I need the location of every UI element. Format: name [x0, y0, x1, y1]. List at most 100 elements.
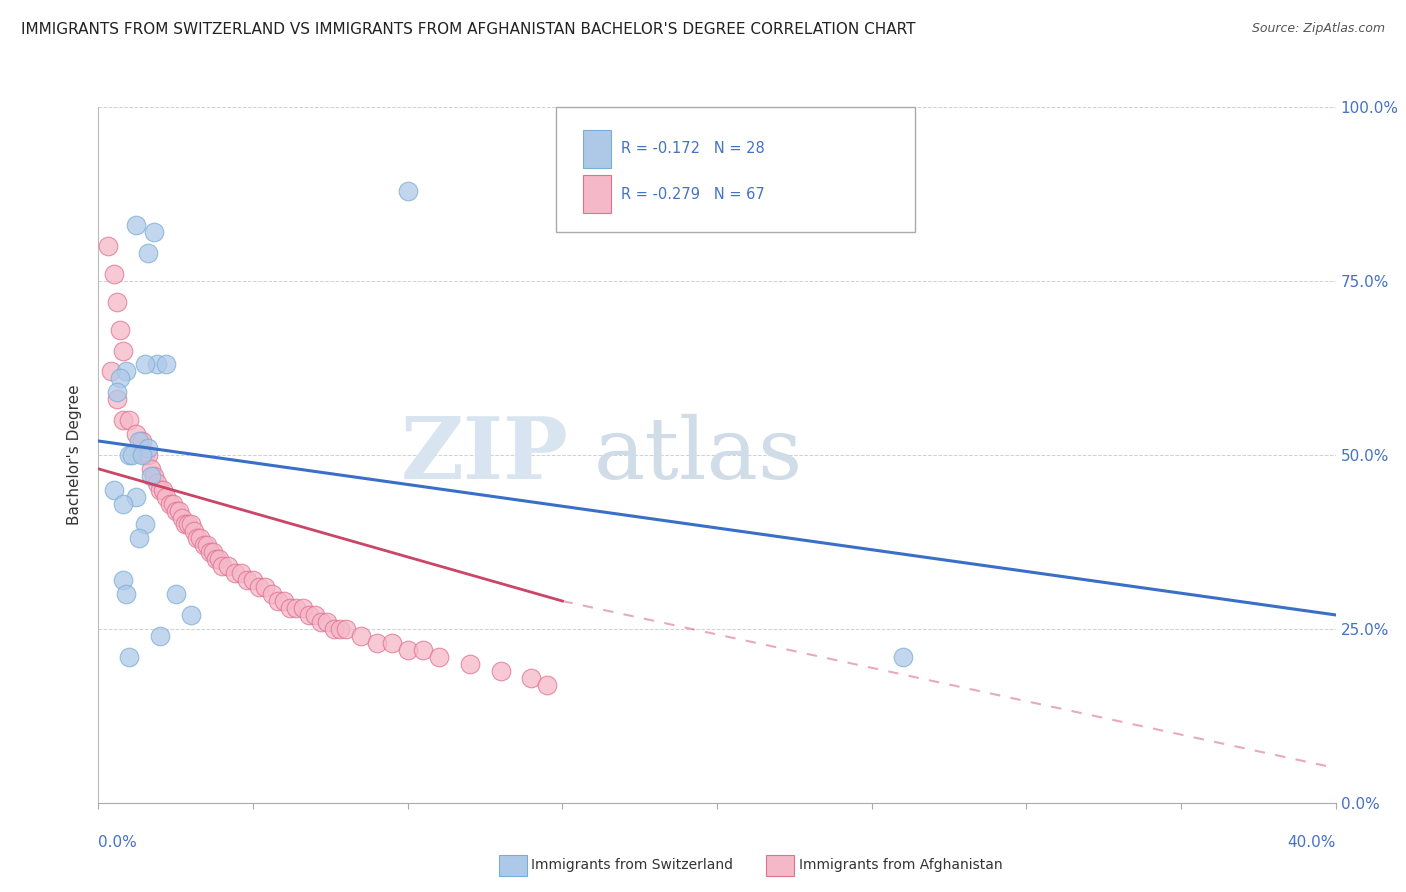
- Text: IMMIGRANTS FROM SWITZERLAND VS IMMIGRANTS FROM AFGHANISTAN BACHELOR'S DEGREE COR: IMMIGRANTS FROM SWITZERLAND VS IMMIGRANT…: [21, 22, 915, 37]
- Point: [128, 532, 150, 546]
- Point: [536, 677, 558, 691]
- Point: [134, 448, 156, 462]
- Point: [247, 580, 270, 594]
- Point: [115, 587, 138, 601]
- Point: [309, 615, 332, 629]
- Point: [103, 267, 125, 281]
- Point: [350, 629, 373, 643]
- Point: [396, 184, 419, 198]
- Text: R = -0.279   N = 67: R = -0.279 N = 67: [620, 186, 765, 202]
- Point: [159, 497, 181, 511]
- Point: [112, 343, 135, 358]
- Point: [458, 657, 481, 671]
- Point: [322, 622, 344, 636]
- Point: [165, 587, 187, 601]
- Text: ZIP: ZIP: [401, 413, 568, 497]
- Point: [105, 392, 128, 407]
- Point: [134, 517, 156, 532]
- Point: [278, 601, 301, 615]
- Point: [139, 468, 162, 483]
- Point: [155, 490, 177, 504]
- FancyBboxPatch shape: [583, 175, 610, 213]
- Text: R = -0.172   N = 28: R = -0.172 N = 28: [620, 141, 765, 156]
- Point: [124, 219, 146, 233]
- Point: [149, 629, 172, 643]
- Point: [115, 364, 138, 378]
- Point: [131, 448, 153, 462]
- Point: [285, 601, 308, 615]
- Point: [208, 552, 231, 566]
- Point: [201, 545, 224, 559]
- Point: [143, 468, 166, 483]
- Point: [136, 246, 159, 260]
- Point: [118, 448, 141, 462]
- Point: [267, 594, 290, 608]
- Point: [229, 566, 252, 581]
- Point: [412, 642, 434, 657]
- Point: [124, 427, 146, 442]
- Point: [112, 497, 135, 511]
- Point: [97, 239, 120, 253]
- Point: [162, 497, 184, 511]
- Point: [381, 636, 404, 650]
- Point: [273, 594, 295, 608]
- Point: [105, 294, 128, 309]
- Text: atlas: atlas: [593, 413, 803, 497]
- Point: [180, 607, 202, 622]
- Point: [112, 573, 135, 587]
- Text: Immigrants from Switzerland: Immigrants from Switzerland: [531, 858, 734, 872]
- Point: [520, 671, 543, 685]
- Point: [177, 517, 200, 532]
- Point: [103, 483, 125, 497]
- Point: [242, 573, 264, 587]
- Point: [891, 649, 914, 664]
- Point: [335, 622, 357, 636]
- Point: [396, 642, 419, 657]
- Point: [198, 545, 221, 559]
- Point: [108, 371, 131, 385]
- Point: [112, 413, 135, 427]
- Point: [139, 462, 162, 476]
- Point: [131, 434, 153, 448]
- Point: [128, 434, 150, 448]
- FancyBboxPatch shape: [557, 107, 915, 232]
- Point: [254, 580, 277, 594]
- Text: Immigrants from Afghanistan: Immigrants from Afghanistan: [799, 858, 1002, 872]
- Point: [170, 510, 193, 524]
- Point: [121, 448, 143, 462]
- Point: [174, 517, 197, 532]
- Point: [124, 490, 146, 504]
- Point: [136, 448, 159, 462]
- Point: [100, 364, 122, 378]
- Point: [205, 552, 228, 566]
- Point: [183, 524, 205, 539]
- Point: [224, 566, 246, 581]
- Text: 0.0%: 0.0%: [98, 836, 138, 850]
- Point: [193, 538, 215, 552]
- Point: [329, 622, 352, 636]
- Point: [167, 503, 190, 517]
- Point: [180, 517, 202, 532]
- Point: [366, 636, 388, 650]
- Point: [195, 538, 218, 552]
- Point: [155, 358, 177, 372]
- Point: [217, 559, 239, 574]
- Point: [118, 649, 141, 664]
- Point: [427, 649, 450, 664]
- Point: [136, 441, 159, 455]
- Point: [105, 385, 128, 400]
- Point: [118, 413, 141, 427]
- FancyBboxPatch shape: [583, 129, 610, 168]
- Text: Source: ZipAtlas.com: Source: ZipAtlas.com: [1251, 22, 1385, 36]
- Point: [211, 559, 233, 574]
- Point: [108, 323, 131, 337]
- Point: [143, 225, 166, 239]
- Point: [149, 483, 172, 497]
- Point: [190, 532, 212, 546]
- Point: [134, 358, 156, 372]
- Point: [304, 607, 326, 622]
- Point: [165, 503, 187, 517]
- Point: [298, 607, 321, 622]
- Point: [236, 573, 259, 587]
- Point: [291, 601, 314, 615]
